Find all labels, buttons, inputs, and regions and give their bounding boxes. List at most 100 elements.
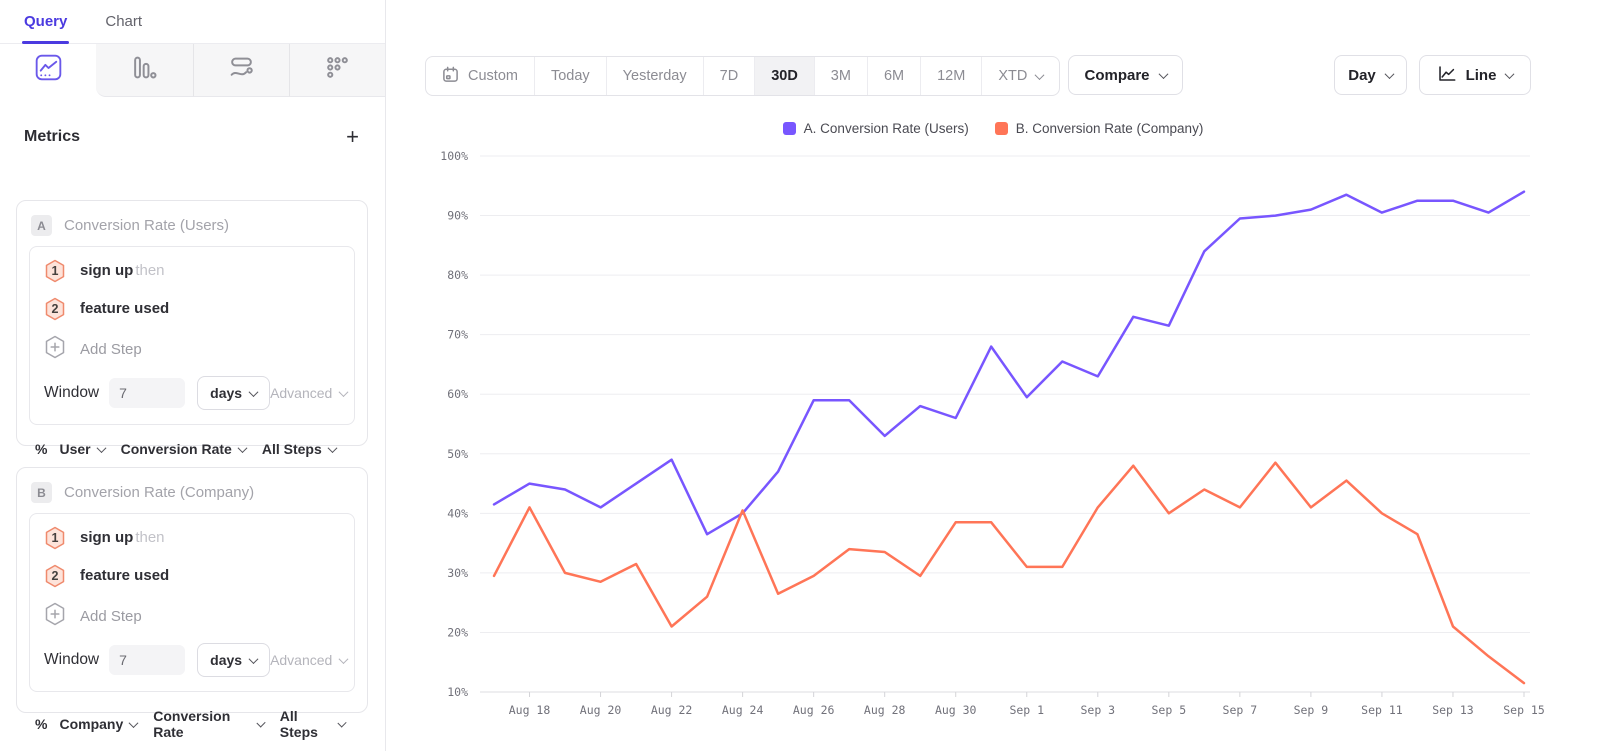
y-axis-tick-label: 20% [447, 625, 468, 639]
date-range-today[interactable]: Today [535, 57, 607, 95]
percent-icon[interactable]: % [35, 441, 48, 457]
sidebar-tab-bar: Query Chart [0, 0, 385, 44]
report-tab-retention[interactable] [288, 44, 385, 97]
report-tab-insights[interactable] [0, 44, 97, 97]
conversion-line-chart[interactable]: 100% 90% 80% 70% 60% 50% 40% 30% 20% 10% Aug 18 Aug… [413, 140, 1573, 740]
date-range-yesterday[interactable]: Yesterday [607, 57, 704, 95]
tab-query[interactable]: Query [21, 0, 70, 44]
legend-item-a[interactable]: A. Conversion Rate (Users) [782, 121, 969, 136]
entity-dropdown[interactable]: Company [59, 716, 139, 732]
chevron-down-icon [248, 386, 259, 397]
step-event-label[interactable]: feature used [80, 300, 170, 317]
steps-scope-dropdown[interactable]: All Steps [280, 708, 347, 740]
percent-icon[interactable]: % [35, 716, 48, 732]
chevron-down-icon [1158, 68, 1168, 79]
chevron-down-icon [1034, 69, 1045, 80]
x-axis-tick-label: Aug 22 [651, 703, 693, 717]
calendar-icon [442, 66, 459, 87]
chevron-down-icon [248, 653, 259, 664]
insights-icon [35, 54, 62, 86]
chevron-down-icon [337, 717, 347, 728]
y-axis-tick-label: 70% [447, 328, 468, 342]
legend-item-b[interactable]: B. Conversion Rate (Company) [994, 121, 1203, 136]
add-step-button[interactable]: Add Step [44, 335, 342, 364]
step-row[interactable]: 1 sign up then [44, 526, 342, 550]
metric-card-a-header: A Conversion Rate (Users) [17, 201, 367, 236]
add-step-label: Add Step [80, 608, 142, 625]
step-number-badge: 1 [44, 259, 66, 283]
step-event-label[interactable]: sign up [80, 262, 134, 279]
date-range-custom[interactable]: Custom [426, 57, 535, 95]
date-range-12m[interactable]: 12M [921, 57, 983, 95]
step-row[interactable]: 1 sign up then [44, 259, 342, 283]
metric-title-b[interactable]: Conversion Rate (Company) [64, 484, 255, 501]
chevron-down-icon [327, 442, 338, 453]
step-row[interactable]: 2 feature used [44, 564, 342, 588]
advanced-toggle[interactable]: Advanced [270, 385, 349, 401]
add-step-button[interactable]: Add Step [44, 602, 342, 631]
x-axis-tick-label: Aug 28 [864, 703, 906, 717]
chevron-down-icon [237, 442, 248, 453]
legend-swatch-b [994, 122, 1008, 135]
x-axis-tick-label: Sep 9 [1294, 703, 1329, 717]
query-sidebar: Query Chart [0, 0, 386, 751]
tab-query-label: Query [24, 13, 68, 30]
entity-dropdown[interactable]: User [59, 441, 107, 457]
x-axis-tick-label: Aug 20 [580, 703, 622, 717]
metric-type-dropdown[interactable]: Conversion Rate [153, 708, 266, 740]
chart-type-dropdown[interactable]: Line [1419, 55, 1531, 95]
x-axis-tick-label: Sep 7 [1223, 703, 1258, 717]
measurement-row-a: % User Conversion Rate All Steps [17, 425, 367, 457]
date-range-xtd-dropdown[interactable]: XTD [982, 57, 1059, 95]
add-metric-button[interactable]: + [346, 124, 359, 149]
line-chart-icon [1437, 64, 1456, 87]
x-axis-tick-label: Aug 18 [509, 703, 551, 717]
y-axis-tick-label: 10% [447, 685, 468, 699]
y-axis-tick-label: 40% [447, 506, 468, 520]
retention-icon [324, 54, 351, 86]
compare-button[interactable]: Compare [1068, 55, 1183, 95]
metric-type-dropdown[interactable]: Conversion Rate [121, 441, 248, 457]
series-line-company[interactable] [492, 461, 1526, 685]
step-number-badge: 2 [44, 564, 66, 588]
x-axis-tick-label: Sep 13 [1432, 703, 1474, 717]
window-unit-dropdown[interactable]: days [197, 643, 271, 677]
x-axis-tick-label: Sep 11 [1361, 703, 1403, 717]
granularity-dropdown[interactable]: Day [1334, 55, 1407, 95]
window-row: Window days Advanced [44, 376, 349, 410]
metric-card-b-header: B Conversion Rate (Company) [17, 468, 367, 503]
step-number-badge: 2 [44, 297, 66, 321]
metric-card-b: B Conversion Rate (Company) 1 sign up the… [16, 467, 368, 740]
window-value-input[interactable] [109, 378, 186, 408]
window-row: Window days Advanced [44, 643, 349, 677]
metric-title-a[interactable]: Conversion Rate (Users) [64, 217, 230, 234]
step-event-label[interactable]: feature used [80, 567, 170, 584]
tab-chart-label: Chart [105, 13, 143, 30]
report-tab-flows[interactable] [192, 44, 289, 97]
step-row[interactable]: 2 feature used [44, 297, 342, 321]
report-tab-funnels[interactable] [96, 44, 193, 97]
series-line-users[interactable] [492, 190, 1526, 536]
chevron-down-icon [338, 386, 349, 397]
step-event-label[interactable]: sign up [80, 529, 134, 546]
window-unit-dropdown[interactable]: days [197, 376, 271, 410]
y-axis-tick-label: 100% [440, 149, 468, 163]
date-range-30d[interactable]: 30D [755, 57, 815, 95]
step-number-badge: 1 [44, 526, 66, 550]
legend-swatch-a [782, 122, 796, 135]
add-step-hexagon-plus-icon [44, 602, 66, 631]
date-range-3m[interactable]: 3M [815, 57, 868, 95]
date-range-control: Custom Today Yesterday 7D 30D 3M 6M 12M … [425, 56, 1061, 96]
chart-area: 100% 90% 80% 70% 60% 50% 40% 30% 20% 10% Aug 18 Aug… [413, 140, 1573, 740]
chevron-down-icon [255, 717, 266, 728]
steps-scope-dropdown[interactable]: All Steps [262, 441, 338, 457]
flows-icon [228, 54, 255, 86]
add-step-label: Add Step [80, 341, 142, 358]
x-axis-tick-label: Aug 26 [793, 703, 835, 717]
tab-chart[interactable]: Chart [105, 0, 142, 44]
advanced-toggle[interactable]: Advanced [270, 652, 349, 668]
window-value-input[interactable] [109, 645, 186, 675]
date-range-6m[interactable]: 6M [868, 57, 922, 95]
date-range-7d[interactable]: 7D [704, 57, 756, 95]
